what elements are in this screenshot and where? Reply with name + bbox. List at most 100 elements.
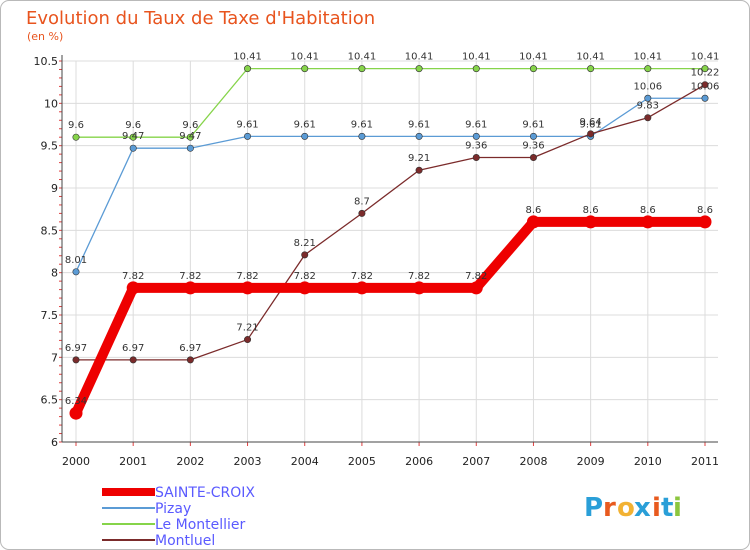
legend-label: Montluel (155, 533, 215, 549)
marker (244, 132, 252, 140)
y-tick-label: 7 (51, 351, 58, 364)
marker (301, 132, 309, 140)
marker (355, 281, 369, 295)
x-tick-label: 2008 (519, 455, 547, 468)
logo-letter: t (661, 493, 673, 523)
data-label: 10.41 (633, 52, 662, 63)
data-label: 10.06 (633, 81, 662, 92)
legend-label: Le Montellier (155, 517, 246, 533)
logo-letter: i (673, 493, 682, 523)
data-label: 6.34 (65, 396, 87, 407)
marker (472, 65, 480, 73)
series-lines (71, 67, 706, 416)
marker (701, 65, 709, 73)
marker (472, 132, 480, 140)
marker (529, 65, 537, 73)
marker (644, 65, 652, 73)
series-line-pizay (75, 97, 705, 273)
series-markers (69, 65, 712, 420)
marker (472, 154, 480, 162)
data-label: 9.6 (182, 120, 198, 131)
x-tick-label: 2005 (348, 455, 376, 468)
logo-letter: o (617, 493, 635, 523)
logo-letter: P (584, 493, 603, 523)
data-label: 10.41 (233, 52, 262, 63)
series-line-le-montellier (76, 67, 705, 138)
marker (72, 133, 80, 141)
data-label: 6.97 (65, 343, 87, 354)
marker (587, 65, 595, 73)
y-tick-label: 9.5 (41, 140, 59, 153)
marker (126, 281, 140, 295)
marker (358, 209, 366, 217)
x-tick-label: 2011 (691, 455, 719, 468)
data-label: 9.61 (236, 119, 258, 130)
data-label: 6.97 (179, 343, 201, 354)
axes (59, 55, 718, 446)
y-tick-label: 6.5 (41, 394, 59, 407)
y-tick-label: 9 (51, 182, 58, 195)
x-tick-label: 2004 (291, 455, 319, 468)
legend-label: SAINTE-CROIX (155, 485, 255, 501)
marker (469, 281, 483, 295)
marker (186, 133, 194, 141)
marker (701, 81, 709, 89)
marker (584, 215, 598, 229)
marker (698, 215, 712, 229)
data-label: 8.6 (583, 205, 599, 216)
chart-title: Evolution du Taux de Taxe d'Habitation (26, 8, 375, 29)
x-tick-label: 2003 (234, 455, 262, 468)
marker (244, 336, 252, 344)
marker (526, 215, 540, 229)
data-label: 9.47 (122, 131, 144, 142)
data-label: 10.06 (691, 81, 720, 92)
marker (244, 65, 252, 73)
data-label: 9.64 (580, 117, 602, 128)
y-tick-label: 8.5 (41, 224, 59, 237)
marker (415, 166, 423, 174)
marker (183, 281, 197, 295)
data-label: 10.41 (691, 52, 720, 63)
data-label: 9.61 (465, 119, 487, 130)
data-label: 7.82 (351, 271, 373, 282)
marker (129, 133, 137, 141)
x-tick-label: 2009 (577, 455, 605, 468)
marker (72, 268, 80, 276)
marker (641, 215, 655, 229)
marker (301, 251, 309, 259)
marker (644, 114, 652, 122)
data-label: 9.36 (522, 141, 544, 152)
data-label: 8.6 (640, 205, 656, 216)
data-label: 9.61 (522, 119, 544, 130)
data-label: 9.47 (179, 131, 201, 142)
marker (241, 281, 255, 295)
series-line-sainte-croix (71, 216, 705, 416)
marker (129, 144, 137, 152)
y-tick-label: 10 (44, 97, 58, 110)
data-label: 10.41 (405, 52, 434, 63)
marker (358, 65, 366, 73)
data-labels: 6.34 7.82 7.82 7.82 7.82 7.82 7.82 7.82 8.6 8.6 8.… (65, 52, 719, 408)
data-label: 8.6 (697, 205, 713, 216)
marker (415, 65, 423, 73)
data-label: 10.41 (462, 52, 491, 63)
marker (701, 94, 709, 102)
marker (186, 356, 194, 364)
data-label: 10.41 (519, 52, 548, 63)
marker (301, 65, 309, 73)
y-tick-label: 6 (51, 436, 58, 449)
data-label: 9.36 (465, 141, 487, 152)
data-label: 9.61 (580, 119, 602, 130)
data-label: 9.6 (125, 120, 141, 131)
logo-letter: r (603, 493, 616, 523)
marker (529, 132, 537, 140)
x-tick-label: 2007 (462, 455, 490, 468)
marker (587, 130, 595, 138)
y-tick-label: 7.5 (41, 309, 59, 322)
marker (298, 281, 312, 295)
x-tick-label: 2006 (405, 455, 433, 468)
marker (72, 356, 80, 364)
marker (412, 281, 426, 295)
